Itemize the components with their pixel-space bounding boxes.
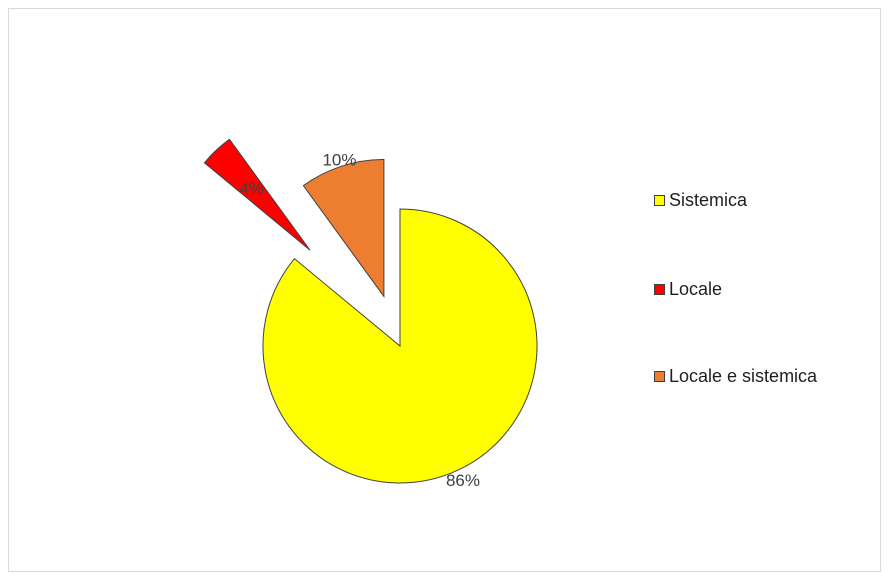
legend-label-sistemica: Sistemica <box>669 190 748 210</box>
data-label-locale-e-sistemica: 10% <box>322 151 356 170</box>
pie-slice-locale <box>203 138 311 251</box>
pie-slice-sistemica <box>262 208 538 484</box>
data-label-sistemica: 86% <box>446 471 480 490</box>
pie-slices <box>203 138 538 484</box>
legend-swatch-sistemica <box>654 195 665 206</box>
legend-item-sistemica: Sistemica <box>654 190 747 211</box>
legend-swatch-locale-e-sistemica <box>654 371 665 382</box>
pie-slice-locale-e-sistemica <box>302 158 385 299</box>
legend-label-locale: Locale <box>669 279 723 299</box>
legend-item-locale-e-sistemica: Locale e sistemica <box>654 366 817 387</box>
data-labels: 86% 4% 10% <box>240 151 480 490</box>
legend-label-locale-e-sistemica: Locale e sistemica <box>669 366 818 386</box>
data-label-locale: 4% <box>240 179 265 198</box>
legend-item-locale: Locale <box>654 279 722 300</box>
legend-swatch-locale <box>654 284 665 295</box>
